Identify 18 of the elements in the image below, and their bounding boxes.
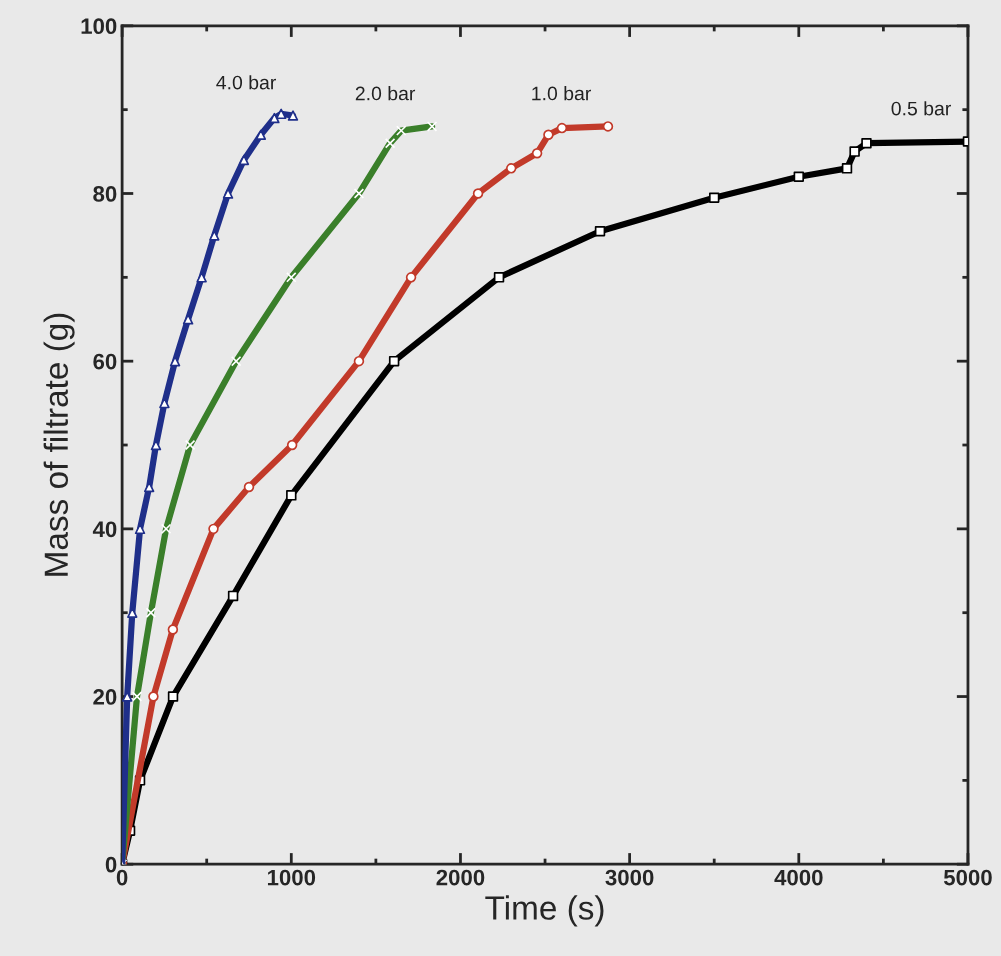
x-tick-label: 0 bbox=[116, 869, 128, 886]
series-label: 1.0 bar bbox=[532, 86, 591, 101]
y-tick-label: 100 bbox=[81, 18, 117, 35]
y-tick-label: 20 bbox=[93, 689, 117, 705]
x-tick-label: 2000 bbox=[436, 869, 485, 886]
x-tick-label: 4000 bbox=[774, 869, 823, 886]
y-tick-label: 40 bbox=[92, 521, 117, 538]
y-tick-label: 0 bbox=[105, 856, 117, 873]
series-label: 4.0 bar bbox=[216, 75, 276, 90]
x-axis-title: Time (s) bbox=[485, 895, 604, 927]
y-tick-label: 60 bbox=[93, 353, 117, 370]
x-tick-label: 3000 bbox=[605, 869, 654, 886]
series-label: 0.5 bar bbox=[891, 101, 951, 116]
y-tick-label: 80 bbox=[93, 186, 117, 202]
x-tick-label: 1000 bbox=[267, 869, 316, 886]
y-axis-title: Mass of filtrate (g) bbox=[43, 313, 75, 576]
x-tick-label: 5000 bbox=[943, 869, 992, 886]
series-label: 2.0 bar bbox=[355, 86, 416, 101]
